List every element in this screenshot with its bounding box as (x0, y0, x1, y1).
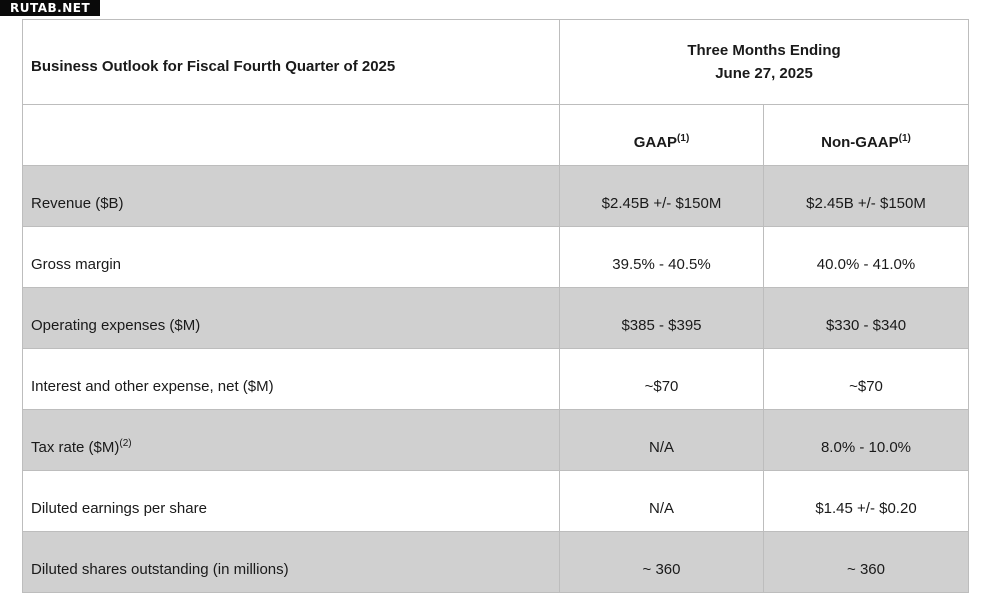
non-gaap-value: 8.0% - 10.0% (820, 438, 912, 456)
row-label-cell: Diluted shares outstanding (in millions) (22, 531, 560, 593)
period-line-1: Three Months Ending (687, 42, 841, 59)
gaap-value: ~ 360 (642, 560, 681, 578)
non-gaap-column-header: Non-GAAP(1) (762, 104, 970, 166)
non-gaap-value-cell: $1.45 +/- $0.20 (762, 470, 970, 532)
gaap-value-cell: 39.5% - 40.5% (559, 226, 764, 288)
non-gaap-value-cell: 8.0% - 10.0% (762, 409, 970, 471)
row-label: Diluted earnings per share (31, 499, 207, 517)
table-row: Interest and other expense, net ($M) ~$7… (22, 348, 970, 410)
non-gaap-footnote-marker: (1) (898, 132, 911, 144)
gaap-value: $385 - $395 (621, 316, 702, 334)
row-footnote-marker: (2) (119, 437, 132, 449)
gaap-value-cell: N/A (559, 470, 764, 532)
period-line-2: June 27, 2025 (715, 65, 813, 82)
gaap-value-cell: $385 - $395 (559, 287, 764, 349)
table-row: Tax rate ($M)(2) N/A 8.0% - 10.0% (22, 409, 970, 471)
non-gaap-value-cell: ~ 360 (762, 531, 970, 593)
column-header-row: GAAP(1) Non-GAAP(1) (22, 104, 970, 166)
non-gaap-value-cell: ~$70 (762, 348, 970, 410)
table-header-row: Business Outlook for Fiscal Fourth Quart… (22, 19, 970, 105)
row-label: Interest and other expense, net ($M) (31, 377, 274, 395)
gaap-value-cell: ~ 360 (559, 531, 764, 593)
period-header: Three Months Ending June 27, 2025 (558, 19, 970, 105)
non-gaap-value: $2.45B +/- $150M (806, 194, 926, 212)
business-outlook-table: Business Outlook for Fiscal Fourth Quart… (22, 19, 970, 593)
gaap-value: $2.45B +/- $150M (601, 194, 722, 212)
non-gaap-value: $1.45 +/- $0.20 (815, 499, 917, 517)
table-title-cell: Business Outlook for Fiscal Fourth Quart… (22, 19, 560, 105)
gaap-value-cell: ~$70 (559, 348, 764, 410)
gaap-column-header: GAAP(1) (559, 104, 764, 166)
non-gaap-value: 40.0% - 41.0% (816, 255, 916, 273)
gaap-header-label: GAAP (633, 133, 678, 151)
non-gaap-value: ~ 360 (847, 560, 885, 578)
gaap-value: 39.5% - 40.5% (612, 255, 711, 273)
table-row: Revenue ($B) $2.45B +/- $150M $2.45B +/-… (22, 165, 970, 227)
row-label-cell: Interest and other expense, net ($M) (22, 348, 560, 410)
table-row: Operating expenses ($M) $385 - $395 $330… (22, 287, 970, 349)
gaap-value: ~$70 (644, 377, 679, 395)
non-gaap-value: $330 - $340 (825, 316, 907, 334)
row-label: Operating expenses ($M) (31, 316, 201, 334)
gaap-footnote-marker: (1) (677, 132, 690, 144)
non-gaap-value-cell: $2.45B +/- $150M (762, 165, 970, 227)
non-gaap-value: ~$70 (849, 377, 883, 395)
row-label-cell: Diluted earnings per share (22, 470, 560, 532)
row-label-cell: Gross margin (22, 226, 560, 288)
gaap-value: N/A (648, 438, 674, 456)
table-row: Diluted earnings per share N/A $1.45 +/-… (22, 470, 970, 532)
table-row: Gross margin 39.5% - 40.5% 40.0% - 41.0% (22, 226, 970, 288)
row-label: Diluted shares outstanding (in millions) (31, 560, 289, 578)
non-gaap-value-cell: 40.0% - 41.0% (762, 226, 970, 288)
non-gaap-value-cell: $330 - $340 (762, 287, 970, 349)
table-row: Diluted shares outstanding (in millions)… (22, 531, 970, 593)
row-label: Gross margin (31, 255, 122, 273)
non-gaap-header-label: Non-GAAP (821, 133, 899, 151)
table-title: Business Outlook for Fiscal Fourth Quart… (31, 58, 396, 75)
row-label: Revenue ($B) (31, 194, 124, 212)
gaap-value-cell: N/A (559, 409, 764, 471)
gaap-value: N/A (648, 499, 674, 517)
site-watermark: RUTAB.NET (0, 0, 101, 16)
row-label-cell: Tax rate ($M)(2) (22, 409, 560, 471)
gaap-value-cell: $2.45B +/- $150M (559, 165, 764, 227)
empty-header-cell (22, 104, 560, 166)
row-label-cell: Operating expenses ($M) (22, 287, 560, 349)
row-label: Tax rate ($M) (31, 438, 120, 456)
row-label-cell: Revenue ($B) (22, 165, 560, 227)
